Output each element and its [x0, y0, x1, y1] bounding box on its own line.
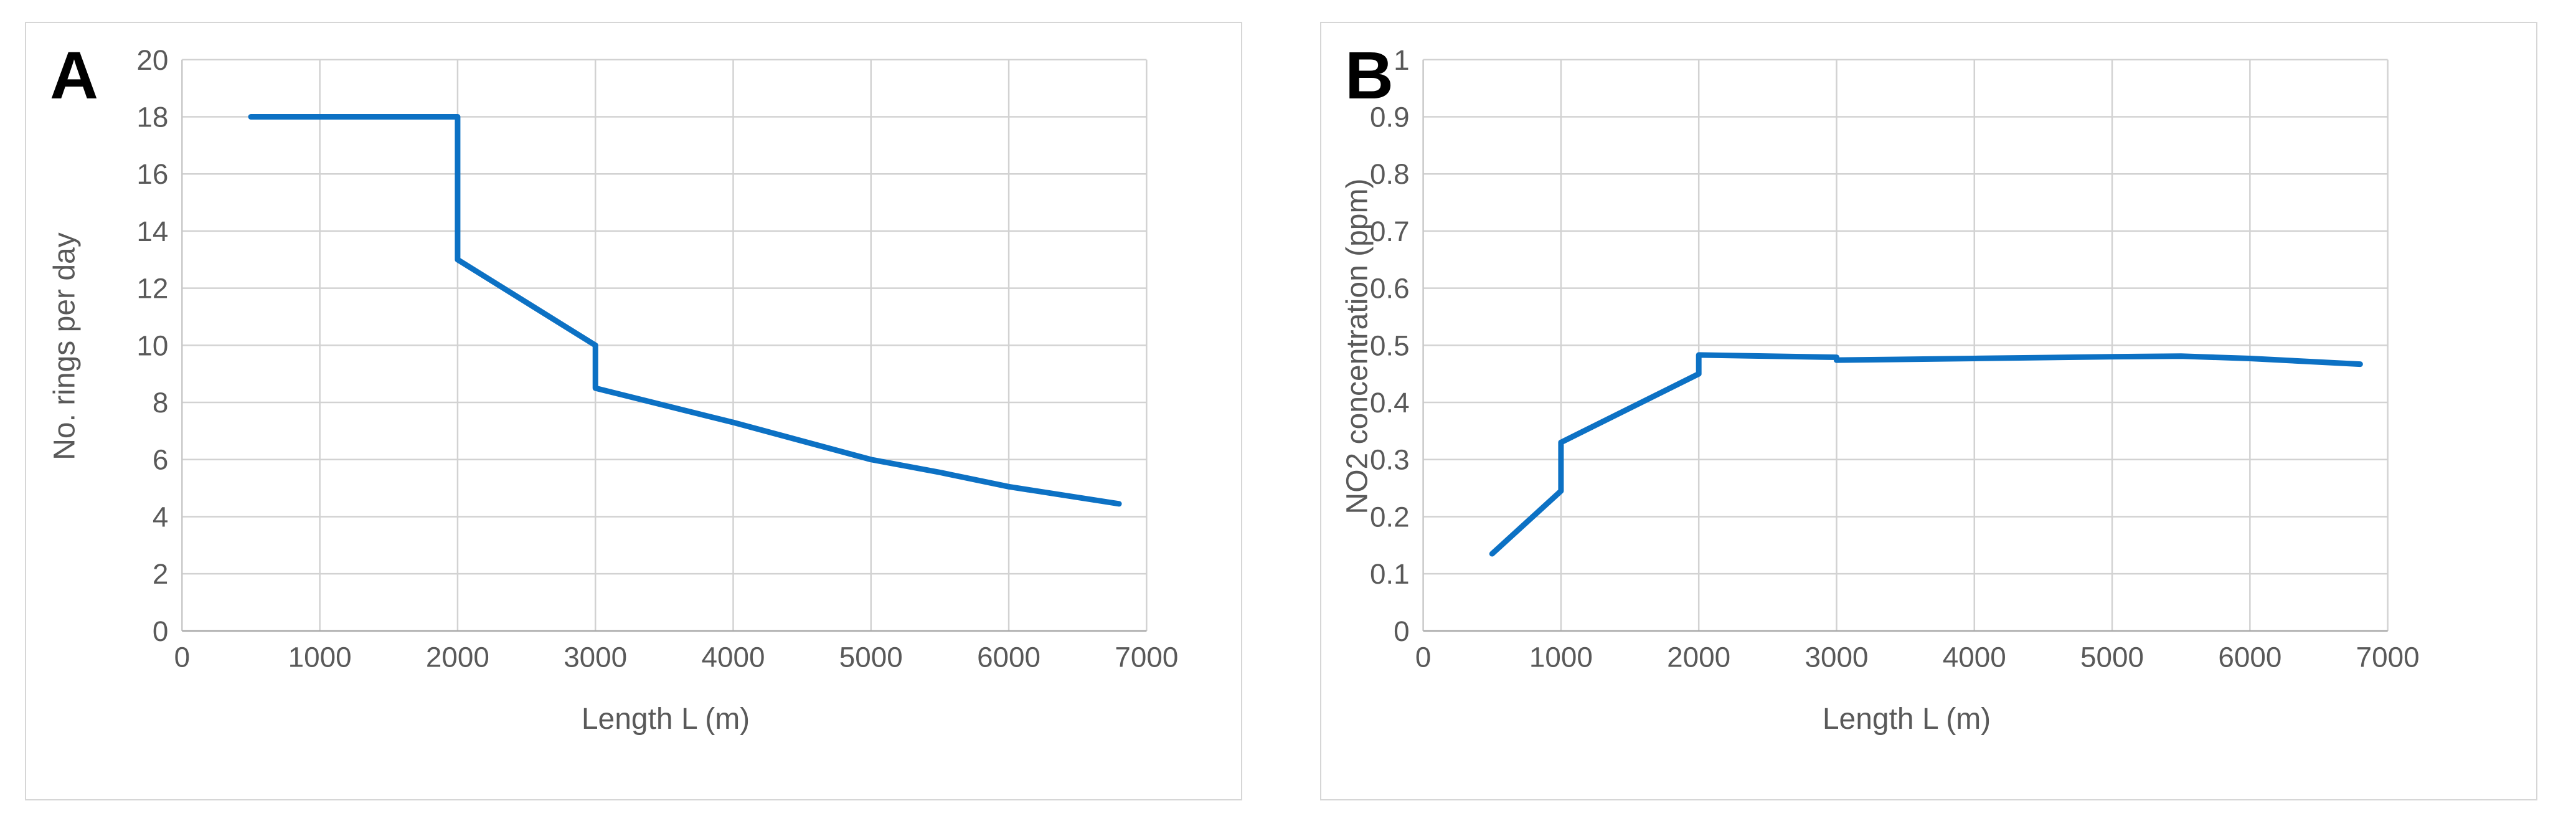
y-tick-label: 8 [153, 386, 169, 419]
x-tick-label: 6000 [977, 641, 1040, 673]
y-tick-label: 18 [136, 100, 168, 133]
y-tick-label: 0.8 [1370, 158, 1410, 190]
y-tick-label: 12 [136, 272, 168, 305]
y-tick-label: 0.9 [1370, 100, 1410, 133]
y-tick-label: 10 [136, 329, 168, 361]
x-tick-label: 2000 [426, 641, 489, 673]
panel-b-letter: B [1345, 37, 1394, 113]
x-tick-label: 5000 [2080, 641, 2144, 673]
y-tick-label: 14 [136, 215, 168, 247]
panel-a: A No. rings per day Length L (m) 0 1000 20… [25, 22, 1242, 800]
y-tick-label: 0 [1394, 615, 1410, 647]
x-tick-label: 0 [174, 641, 191, 673]
y-tick-label: 0.2 [1370, 500, 1410, 533]
y-tick-label: 4 [153, 500, 169, 533]
panel-b-x-axis-title: Length L (m) [1822, 703, 1991, 736]
y-tick-label: 0.6 [1370, 272, 1410, 305]
panel-b: B NO2 concentration (ppm) Length L (m) 0… [1320, 22, 2537, 800]
y-tick-label: 6 [153, 444, 169, 476]
x-tick-label: 0 [1415, 641, 1432, 673]
x-tick-label: 5000 [839, 641, 903, 673]
y-tick-label: 0.1 [1370, 557, 1410, 590]
data-series-line [1489, 352, 2363, 557]
y-tick-label: 0.3 [1370, 444, 1410, 476]
x-tick-label: 4000 [1943, 641, 2006, 673]
x-tick-label: 1000 [288, 641, 352, 673]
x-tick-label: 3000 [564, 641, 627, 673]
x-tick-label: 2000 [1667, 641, 1730, 673]
y-tick-label: 0 [153, 615, 169, 647]
x-tick-label: 6000 [2218, 641, 2281, 673]
y-tick-label: 0.7 [1370, 215, 1410, 247]
panel-a-x-axis-title: Length L (m) [581, 703, 750, 736]
x-tick-label: 7000 [2356, 641, 2420, 673]
y-tick-label: 20 [136, 44, 168, 76]
x-tick-label: 3000 [1805, 641, 1868, 673]
x-tick-label: 7000 [1115, 641, 1178, 673]
x-tick-label: 1000 [1529, 641, 1593, 673]
panel-a-letter: A [50, 37, 98, 113]
panel-b-chart-canvas: 0 1000 2000 3000 4000 5000 6000 7000 0 0.1 0.2 0.3 0… [1370, 44, 2420, 673]
y-tick-label: 0.5 [1370, 329, 1410, 361]
x-tick-label: 4000 [701, 641, 765, 673]
y-tick-label: 16 [136, 158, 168, 190]
y-tick-label: 0.4 [1370, 386, 1410, 419]
y-tick-label: 1 [1394, 44, 1410, 76]
y-tick-label: 2 [153, 557, 169, 590]
data-series-line [248, 114, 1122, 507]
panel-a-chart-canvas: 0 1000 2000 3000 4000 5000 6000 7000 0 2 4 6 8 10 12 14… [136, 44, 1178, 673]
